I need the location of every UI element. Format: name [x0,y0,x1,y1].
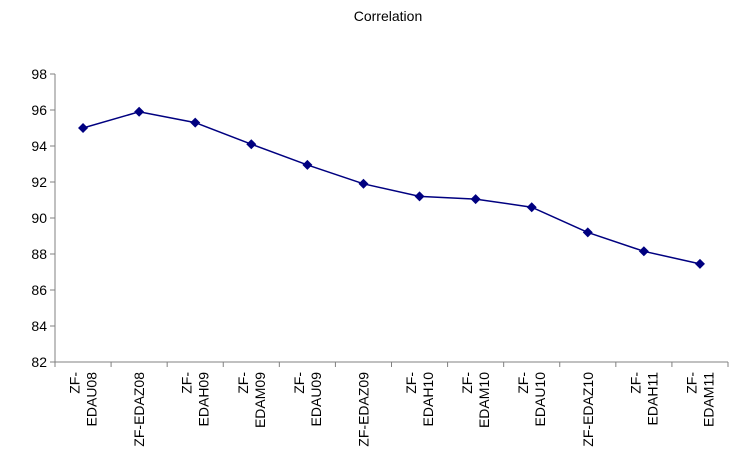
y-tick-label: 98 [31,66,47,82]
x-tick-label-line: ZF- [235,372,251,394]
x-tick-label: ZF- EDAM09 [235,372,268,428]
x-tick-label-line: ZF- [179,372,195,394]
x-tick-label: ZF- EDAM11 [683,372,716,427]
x-tick-label: ZF- EDAU09 [291,372,324,427]
y-tick-label: 84 [31,318,47,334]
data-point [302,159,313,170]
x-tick-label: ZF- EDAM10 [459,372,492,428]
data-point [582,227,593,238]
data-point [526,202,537,213]
data-point [638,246,649,257]
data-point [134,106,145,117]
x-tick-label-line: ZF-EDAZ08 [131,372,147,447]
x-tick-label-line: ZF- [291,372,307,394]
x-tick-label-line: ZF- [515,372,531,394]
x-tick-label-line: EDAH10 [420,372,436,427]
x-tick-label: ZF- EDAU10 [515,372,548,427]
x-tick-label-line: ZF- [459,372,475,394]
x-tick-label-line: ZF- [67,372,83,394]
data-point [190,117,201,128]
x-tick-label: ZF- EDAH10 [403,372,436,427]
x-tick-label-line: EDAU09 [308,372,324,427]
x-tick-label-line: ZF- [403,372,419,394]
x-tick-label: ZF-EDAZ09 [355,372,371,447]
x-tick-label-line: EDAM09 [252,372,268,428]
x-tick-label: ZF-EDAZ10 [580,372,596,447]
y-tick-label: 82 [31,354,47,370]
y-tick-label: 90 [31,210,47,226]
series-line [82,111,701,265]
y-tick-label: 94 [31,138,47,154]
data-point [414,191,425,202]
data-point [78,123,89,133]
x-tick-label: ZF- EDAH09 [179,372,212,427]
x-tick-label-line: EDAU10 [532,372,548,427]
data-point [246,139,257,150]
x-tick-label-line: ZF- [683,372,699,394]
y-tick-label: 86 [31,282,47,298]
x-tick-label: ZF- EDAH11 [627,372,660,426]
x-tick-label-line: EDAH11 [644,372,660,426]
x-tick-label-line: EDAM11 [700,372,716,427]
x-tick-label-line: EDAU08 [84,372,100,427]
x-tick-label-line: ZF-EDAZ09 [355,372,371,447]
x-tick-label-line: EDAM10 [476,372,492,428]
x-tick-label-line: EDAH09 [196,372,212,427]
x-tick-label: ZF-EDAZ08 [131,372,147,447]
x-tick-label-line: ZF- [627,372,643,394]
y-tick-label: 92 [31,174,47,190]
x-tick-label-line: ZF-EDAZ10 [580,372,596,447]
chart-title: Correlation [354,8,422,24]
data-point [694,258,705,269]
x-tick-label: ZF- EDAU08 [67,372,100,427]
y-tick-label: 96 [31,102,47,118]
data-point [358,178,369,189]
y-tick-label: 88 [31,246,47,262]
data-point [470,194,481,205]
